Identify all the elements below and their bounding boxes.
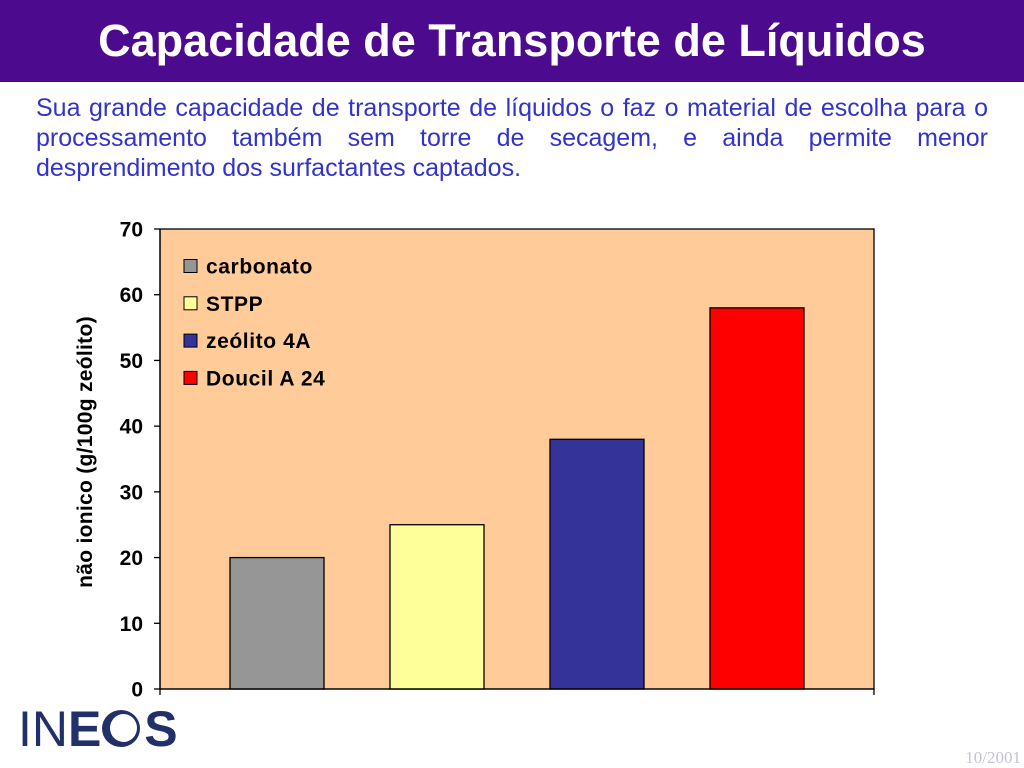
y-tick-label: 70 xyxy=(120,219,143,242)
legend-item: zeólito 4A xyxy=(183,330,311,353)
legend-item: carbonato xyxy=(183,256,313,279)
logo-letter: N xyxy=(31,701,69,757)
logo-letter: S xyxy=(144,701,178,757)
y-tick-label: 0 xyxy=(131,679,143,702)
y-tick-label: 40 xyxy=(120,416,143,439)
intro-line: Sua grande capacidade de transporte de l… xyxy=(36,94,988,122)
y-tick-label: 30 xyxy=(120,481,143,504)
y-tick-label: 60 xyxy=(120,284,143,307)
logo-letter: E xyxy=(68,701,102,757)
y-axis-label: não ionico (g/100g zeólito) xyxy=(74,316,97,588)
legend-item: STPP xyxy=(183,293,263,316)
bar-doucil-a-24 xyxy=(709,307,805,690)
legend: carbonato STPP zeólito 4A Doucil A 24 xyxy=(183,256,325,390)
legend-label: Doucil A 24 xyxy=(206,367,325,390)
y-tick-label: 20 xyxy=(120,547,143,570)
bar-chart: 0 10 20 30 40 50 60 70 carbonato STPP zeólito 4A Do… xyxy=(74,219,875,702)
legend-label: carbonato xyxy=(206,256,313,279)
bar-zeolito-4a xyxy=(549,438,645,690)
logo-o-mark: O xyxy=(101,701,140,757)
legend-item: Doucil A 24 xyxy=(183,367,325,390)
legend-label: zeólito 4A xyxy=(206,330,311,353)
slide-title: Capacidade de Transporte de Líquidos xyxy=(98,15,926,66)
legend-label: STPP xyxy=(206,293,263,316)
legend-swatch xyxy=(183,259,198,273)
legend-swatch xyxy=(183,296,198,311)
intro-paragraph: Sua grande capacidade de transporte de l… xyxy=(36,93,988,183)
bar-carbonato xyxy=(229,556,325,690)
legend-swatch xyxy=(183,333,198,348)
logo-letter: I xyxy=(18,701,32,757)
intro-line: processamento também sem torre de secage… xyxy=(36,124,988,152)
bar-stpp xyxy=(389,524,485,690)
ineos-logo: INEOS xyxy=(18,704,178,754)
header-bar: Capacidade de Transporte de Líquidos xyxy=(0,0,1024,82)
y-tick-label: 50 xyxy=(120,350,143,373)
legend-swatch xyxy=(183,370,198,385)
slide-date: 10/2001 xyxy=(965,748,1021,767)
y-tick-label: 10 xyxy=(120,613,143,636)
intro-line: desprendimento dos surfactantes captados… xyxy=(36,154,522,182)
